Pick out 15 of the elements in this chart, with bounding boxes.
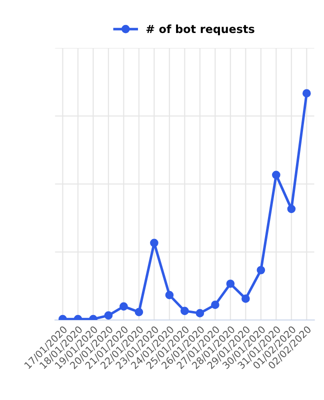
point (196, 309, 204, 318)
point (287, 204, 296, 214)
point (242, 294, 250, 303)
point (226, 280, 235, 288)
point (104, 311, 113, 320)
point (165, 290, 174, 300)
point (134, 308, 144, 316)
point (120, 302, 128, 311)
point (211, 300, 220, 309)
point (272, 170, 280, 180)
point (150, 238, 158, 248)
legend-label: # of bot requests (146, 24, 254, 36)
point (256, 266, 266, 274)
point (180, 306, 189, 316)
point (302, 89, 311, 98)
